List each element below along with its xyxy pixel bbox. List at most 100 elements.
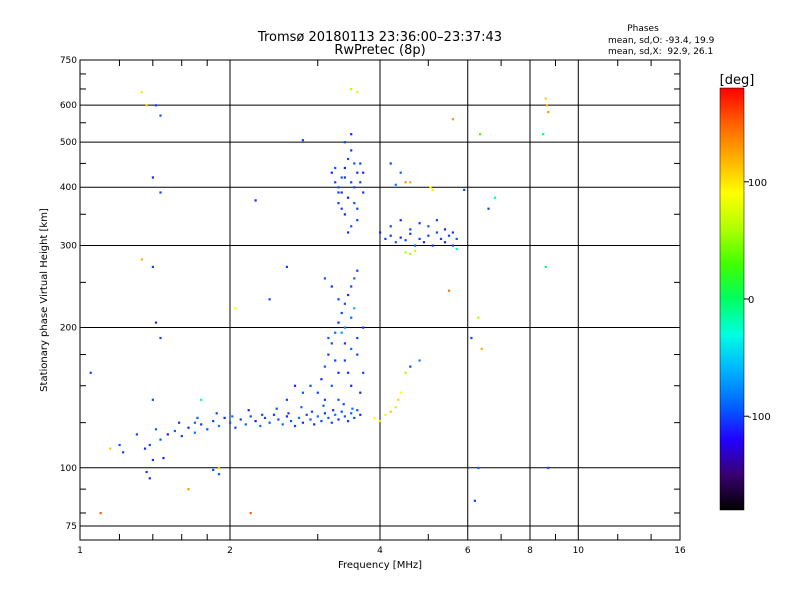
data-point [389,410,392,413]
data-point [480,347,483,350]
data-point [435,219,438,222]
data-point [343,342,346,345]
data-point [309,384,312,387]
data-point [148,477,151,480]
data-point [159,336,162,340]
colorbar-tick-label: 0 [748,295,754,306]
data-point [470,336,473,340]
data-point [249,415,252,418]
data-point [268,298,271,301]
data-point [353,162,356,165]
data-point [193,431,196,434]
data-point [427,225,430,228]
data-point [353,307,356,310]
y-tick-label: 750 [60,56,77,66]
data-point [451,244,454,247]
data-point [347,420,350,423]
data-point [373,416,376,419]
data-point [545,104,549,107]
data-point [356,409,359,412]
data-point [289,420,293,423]
minor-ticks [80,60,680,540]
data-point [151,176,154,179]
data-point [389,225,392,228]
data-point [305,413,308,416]
data-point [334,181,337,184]
data-point [356,91,359,94]
data-point [327,416,330,419]
data-point [323,412,326,415]
data-point [362,371,365,374]
data-point [340,410,343,413]
data-point [239,418,242,421]
data-point [340,176,343,179]
data-point [340,207,343,210]
data-point [151,458,154,462]
data-point [399,236,402,239]
data-point [323,398,326,401]
data-point [397,398,400,401]
data-point [413,249,417,253]
data-point [487,207,490,210]
data-point [200,423,203,426]
data-point [389,162,392,165]
data-point [135,433,138,436]
data-point [447,289,451,292]
data-point [463,188,466,191]
data-point [404,239,407,242]
data-point [300,406,303,409]
data-point [334,359,337,362]
y-tick-label: 500 [60,138,77,148]
data-point [285,415,288,418]
data-point [145,104,148,107]
data-point [231,415,234,418]
data-point [343,213,346,216]
data-point [353,416,356,419]
data-point [212,420,215,423]
data-point [431,188,434,191]
data-point [439,237,443,240]
colorbar [719,87,745,511]
data-point [151,265,154,268]
data-point [234,426,237,429]
phase-stats-title: Phases [627,24,659,34]
data-point [154,321,158,324]
data-point [340,311,343,315]
data-point [356,171,359,174]
data-point [337,418,340,421]
data-point [212,468,215,471]
data-point [351,407,354,410]
data-point [451,118,454,121]
data-point [409,252,412,255]
data-point [431,244,434,247]
data-point [337,298,340,301]
data-point [330,171,333,174]
chart-subtitle: RwPretec (8p) [334,43,425,58]
data-point [350,412,353,415]
data-point [343,415,346,418]
data-point [173,429,176,433]
data-point [244,423,247,426]
colorbar-title: [deg] [720,73,755,88]
data-point [342,403,345,406]
data-point [404,371,407,374]
data-point [166,433,169,436]
y-tick-label: 400 [60,183,77,193]
data-point [347,231,350,234]
data-point [337,191,340,194]
data-point [215,412,218,415]
data-point [178,421,181,424]
data-point [347,293,350,297]
data-point [320,420,323,423]
data-point [323,365,326,368]
data-point [418,359,421,362]
data-point [343,359,346,362]
data-point [409,232,412,235]
data-point [151,398,154,401]
data-point [477,316,480,319]
data-point [343,302,346,305]
data-point [187,488,190,491]
data-point [159,191,162,194]
data-point [301,139,304,142]
data-point [281,423,284,426]
